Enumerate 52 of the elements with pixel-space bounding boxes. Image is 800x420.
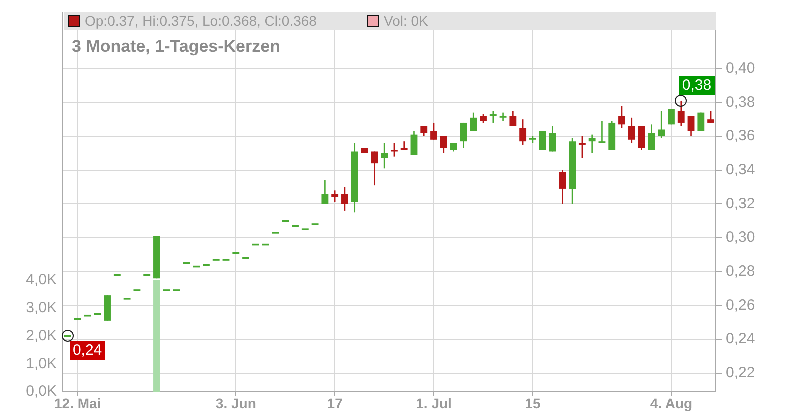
candlestick xyxy=(708,110,715,124)
annotation: 0,38 xyxy=(679,76,715,95)
candlestick xyxy=(588,134,596,154)
x-tick-label: 1. Jul xyxy=(416,395,452,412)
candlestick xyxy=(332,190,339,204)
candlestick xyxy=(598,120,606,144)
candlestick xyxy=(698,112,705,132)
text: 3 Monate, 1-Tages-Kerzen xyxy=(72,37,280,57)
candlestick xyxy=(638,126,646,151)
candlestick xyxy=(430,122,438,141)
annotation: Vol: 0K xyxy=(384,13,428,29)
candlestick xyxy=(549,126,556,152)
candlestick xyxy=(678,100,685,128)
y-tick-label: 0,36 xyxy=(726,128,756,145)
candlestick xyxy=(381,142,388,170)
x-tick-label: 3. Jun xyxy=(216,395,256,412)
annotation: 0,24 xyxy=(70,341,106,360)
y-tick-label: 0,30 xyxy=(726,229,756,246)
y-tick-label: 0,38 xyxy=(726,94,756,111)
candlestick xyxy=(322,180,329,205)
candlestick xyxy=(628,117,636,144)
y2-tick-label: 1,0K xyxy=(26,355,57,372)
info-strip: Op:0.37, Hi:0.375, Lo:0.368, Cl:0.368 Vol: 0K xyxy=(64,12,716,30)
candlestick xyxy=(440,136,448,154)
x-tick-label: 15 xyxy=(525,395,541,412)
candlestick xyxy=(658,110,666,139)
candlestick xyxy=(618,105,626,129)
y-tick-label: 0,34 xyxy=(726,161,756,178)
x-tick-label: 17 xyxy=(327,395,344,412)
y-tick-label: 0,32 xyxy=(726,195,756,212)
y-tick-label: 0,28 xyxy=(726,263,756,280)
x-tick-label: 4. Aug xyxy=(650,395,693,412)
annotation: Op:0.37, Hi:0.375, Lo:0.368, Cl:0.368 xyxy=(85,13,317,29)
y2-tick-label: 0,0K xyxy=(26,383,57,400)
candlestick xyxy=(460,122,468,150)
x-tick-label: 12. Mai xyxy=(54,395,102,412)
candlestick xyxy=(410,130,418,156)
y-tick-label: 0,26 xyxy=(726,296,756,314)
y-tick-label: 0,24 xyxy=(726,330,756,348)
y2-tick-label: 2,0K xyxy=(26,327,57,344)
candlestick xyxy=(470,112,478,132)
y-tick-label: 0,40 xyxy=(726,60,756,77)
candlestick xyxy=(510,110,517,128)
y2-tick-label: 3,0K xyxy=(26,300,57,317)
candlestick xyxy=(371,151,378,186)
candlestick xyxy=(688,116,695,138)
candlestick xyxy=(559,170,566,205)
y-tick-label: 0,22 xyxy=(726,364,756,382)
candlestick xyxy=(520,118,527,146)
y2-tick-label: 4,0K xyxy=(26,272,57,289)
candlestick xyxy=(342,186,348,212)
candlestick xyxy=(648,124,656,151)
